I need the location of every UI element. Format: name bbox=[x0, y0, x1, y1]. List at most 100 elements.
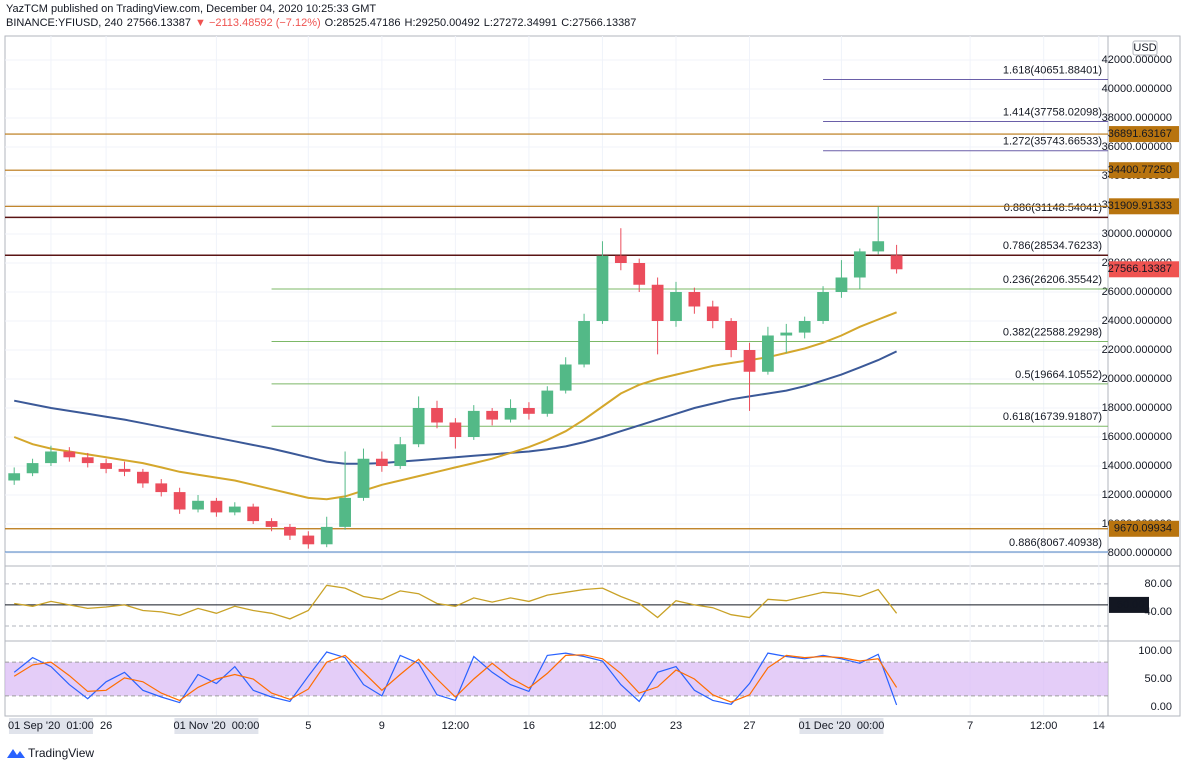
footer: TradingView bbox=[28, 746, 95, 760]
candle-body bbox=[651, 284, 664, 321]
candle-body bbox=[247, 506, 260, 522]
low: L:27272.34991 bbox=[483, 17, 558, 29]
candle-body bbox=[100, 463, 112, 469]
candle-body bbox=[504, 407, 517, 420]
price-badge bbox=[1109, 126, 1179, 143]
y-tick-label: 42000.000000 bbox=[1102, 54, 1172, 66]
candle-body bbox=[872, 241, 885, 252]
candle-body bbox=[118, 468, 131, 472]
fib-label: 1.414(37758.02098) bbox=[1003, 106, 1102, 118]
y-tick-label: 22000.000000 bbox=[1102, 344, 1172, 356]
price-badge-label: 36891.63167 bbox=[1108, 128, 1172, 140]
candle-body bbox=[8, 473, 21, 481]
fib-label: 0.886(8067.40938) bbox=[1009, 537, 1102, 549]
fib-label: 1.618(40651.88401) bbox=[1003, 64, 1102, 76]
x-tick-label: 7 bbox=[967, 720, 973, 732]
y-tick-label: 50.00 bbox=[1144, 673, 1172, 685]
x-tick-label: 01 Sep '20 01:00 bbox=[8, 720, 94, 732]
candle-body bbox=[63, 451, 76, 458]
close: C:27566.13387 bbox=[561, 17, 637, 29]
candle-body bbox=[81, 457, 94, 464]
candle-body bbox=[375, 458, 388, 466]
candle-body bbox=[688, 291, 701, 307]
time-label-box bbox=[8, 718, 93, 734]
logo-shape bbox=[7, 749, 25, 758]
fib-label: 0.886(31148.54041) bbox=[1004, 202, 1102, 214]
x-tick-label: 01 Dec '20 00:00 bbox=[798, 720, 884, 732]
candle-body bbox=[817, 291, 829, 321]
time-label-box bbox=[799, 718, 884, 734]
x-tick-label: 27 bbox=[743, 720, 755, 732]
candle-body bbox=[798, 320, 811, 333]
y-tick-label: 24000.000000 bbox=[1102, 315, 1172, 327]
candle-body bbox=[780, 332, 793, 336]
y-tick-label: 40000.000000 bbox=[1102, 83, 1172, 95]
y-tick-label: 30000.000000 bbox=[1102, 228, 1172, 240]
price-badge-label: 34400.77250 bbox=[1108, 164, 1172, 176]
oscillator-line bbox=[13, 651, 898, 706]
candle-body bbox=[706, 306, 719, 321]
x-tick-label: 23 bbox=[670, 720, 682, 732]
x-tick-label: 12:00 bbox=[1030, 720, 1058, 732]
fib-label: 1.272(35743.66533) bbox=[1003, 136, 1102, 148]
x-tick-label: 16 bbox=[523, 720, 535, 732]
candle-body bbox=[743, 349, 756, 372]
candle-body bbox=[670, 291, 682, 321]
candle-body bbox=[853, 251, 866, 278]
candle-body bbox=[265, 521, 278, 527]
candle-body bbox=[284, 526, 296, 536]
high: H:29250.00492 bbox=[404, 17, 480, 29]
candle-body bbox=[320, 526, 333, 545]
y-tick-label: 16000.000000 bbox=[1102, 431, 1172, 443]
candle-body bbox=[835, 277, 848, 292]
y-tick-label: 20000.000000 bbox=[1102, 373, 1172, 385]
marker-badge bbox=[1109, 596, 1149, 613]
x-tick-label: 9 bbox=[379, 720, 385, 732]
price-badge bbox=[1109, 198, 1179, 215]
y-tick-label: 8000.000000 bbox=[1108, 547, 1172, 559]
candle-body bbox=[26, 463, 39, 474]
currency-box bbox=[1132, 40, 1158, 56]
price-badge-label: 31909.91333 bbox=[1108, 200, 1172, 212]
last-price: 27566.13387 bbox=[126, 17, 191, 29]
candle-body bbox=[762, 335, 774, 372]
x-tick-label: 01 Nov '20 00:00 bbox=[173, 720, 259, 732]
candle-body bbox=[614, 255, 627, 263]
open: O:28525.47186 bbox=[324, 17, 401, 29]
time-label-box bbox=[174, 718, 259, 734]
candle-body bbox=[431, 407, 443, 423]
candle-body bbox=[357, 458, 370, 498]
y-tick-label: 26000.000000 bbox=[1102, 286, 1172, 298]
y-tick-label: 80.00 bbox=[1144, 578, 1172, 590]
chart: USD 01 Sep '20 01:00 26 01 Nov '20 00:00 5 9… bbox=[4, 35, 1181, 734]
fib-label: 0.786(28534.76233) bbox=[1003, 240, 1102, 252]
candle-body bbox=[394, 444, 407, 466]
candle-body bbox=[890, 255, 903, 270]
candle-body bbox=[725, 320, 738, 350]
currency: USD bbox=[1133, 42, 1156, 54]
fib-label: 0.618(16739.91807) bbox=[1003, 411, 1102, 423]
oscillator-line bbox=[13, 654, 898, 703]
price-badge-label: 9670.09934 bbox=[1114, 523, 1172, 535]
fib-label: 0.382(22588.29298) bbox=[1003, 326, 1102, 338]
symbol: BINANCE:YFIUSD, 240 bbox=[6, 17, 123, 29]
candle-body bbox=[412, 407, 425, 445]
x-tick-label: 12:00 bbox=[589, 720, 617, 732]
candle-body bbox=[192, 500, 204, 510]
y-tick-label: 100.00 bbox=[1138, 645, 1172, 657]
fib-label: 0.5(19664.10552) bbox=[1015, 369, 1102, 381]
y-tick-label: 14000.000000 bbox=[1102, 460, 1172, 472]
candle-body bbox=[228, 506, 241, 513]
y-tick-label: 38000.000000 bbox=[1102, 112, 1172, 124]
x-tick-label: 26 bbox=[100, 720, 112, 732]
candle-body bbox=[467, 410, 480, 437]
x-tick-label: 14 bbox=[1093, 720, 1105, 732]
band bbox=[5, 662, 1108, 696]
candle-body bbox=[136, 471, 149, 484]
y-tick-label: 40.00 bbox=[1144, 606, 1172, 618]
candle-body bbox=[449, 422, 462, 437]
candle-body bbox=[578, 320, 590, 365]
candle-body bbox=[523, 407, 535, 414]
candle-body bbox=[596, 255, 609, 321]
